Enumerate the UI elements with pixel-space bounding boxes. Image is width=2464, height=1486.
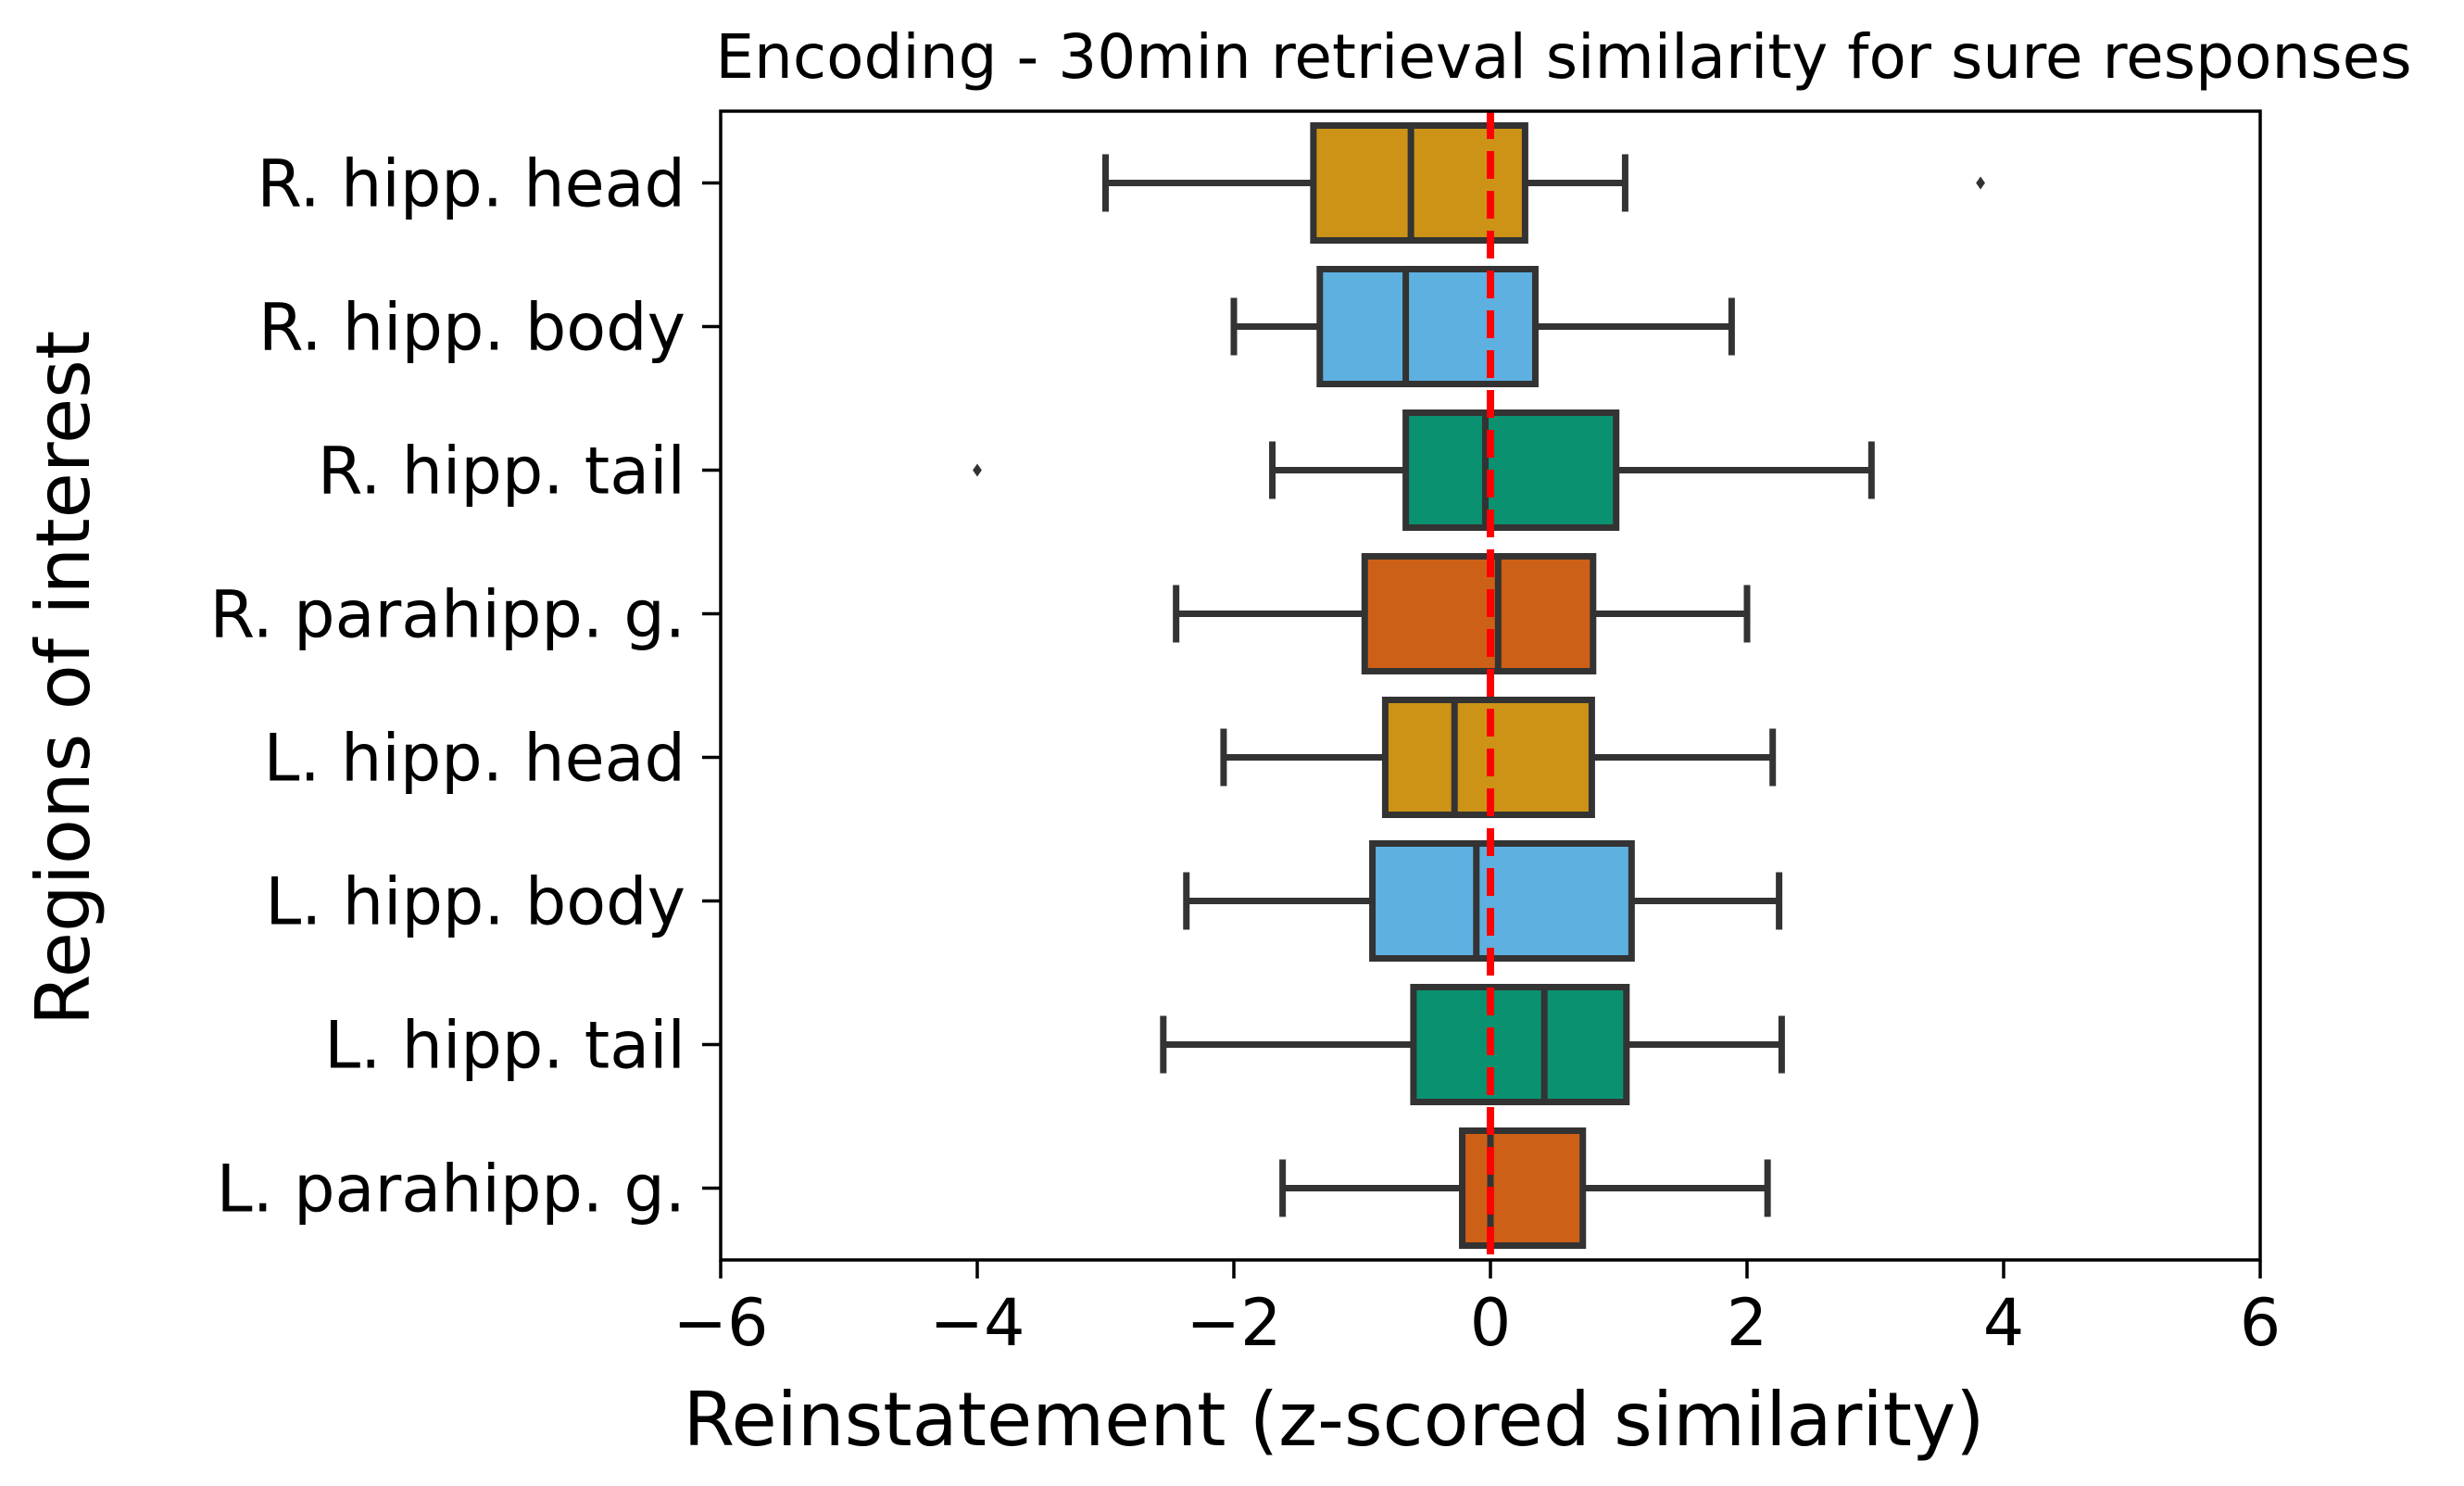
box-group-5: L. hipp. head <box>264 697 1777 818</box>
y-tick-label: L. parahipp. g. <box>217 1152 685 1228</box>
iqr-box <box>1410 984 1630 1105</box>
iqr-box <box>1369 840 1635 962</box>
x-tick-label: −4 <box>929 1285 1025 1361</box>
box-group-7: L. hipp. tail <box>324 984 1785 1105</box>
iqr-box <box>1316 266 1539 387</box>
plot-area: R. hipp. head R. hipp. body R. hipp. tail R… <box>209 109 2282 1361</box>
y-tick-label: R. hipp. tail <box>318 434 685 510</box>
x-tick-label: −6 <box>673 1285 768 1361</box>
chart-title: Encoding - 30min retrieval similarity fo… <box>715 21 2411 93</box>
box-group-2: R. hipp. body <box>258 266 1735 387</box>
iqr-box <box>1310 122 1528 244</box>
x-tick-label: 0 <box>1470 1285 1512 1361</box>
x-tick-label: 4 <box>1983 1285 2025 1361</box>
x-tick-label: −2 <box>1186 1285 1281 1361</box>
outlier-point <box>1976 176 1985 190</box>
x-tick-label: 6 <box>2240 1285 2282 1361</box>
box-group-8: L. parahipp. g. <box>217 1127 1771 1249</box>
outlier-point <box>973 463 982 477</box>
y-tick-label: R. hipp. body <box>258 290 685 366</box>
box-group-3: R. hipp. tail <box>318 409 1875 531</box>
y-axis-label: Regions of interest <box>20 331 107 1026</box>
x-axis-label: Reinstatement (z-scored similarity) <box>683 1377 1984 1463</box>
y-tick-label: L. hipp. head <box>264 721 685 797</box>
iqr-box <box>1361 553 1597 674</box>
box-group-4: R. parahipp. g. <box>209 553 1751 674</box>
y-tick-label: L. hipp. body <box>265 864 685 940</box>
iqr-box <box>1402 409 1620 531</box>
box-group-1: R. hipp. head <box>257 122 1985 244</box>
x-tick-label: 2 <box>1727 1285 1768 1361</box>
y-tick-label: R. parahipp. g. <box>209 577 685 653</box>
box-group-6: L. hipp. body <box>265 840 1783 962</box>
y-tick-label: R. hipp. head <box>257 146 685 222</box>
y-tick-label: L. hipp. tail <box>324 1008 685 1084</box>
iqr-box <box>1459 1127 1587 1249</box>
